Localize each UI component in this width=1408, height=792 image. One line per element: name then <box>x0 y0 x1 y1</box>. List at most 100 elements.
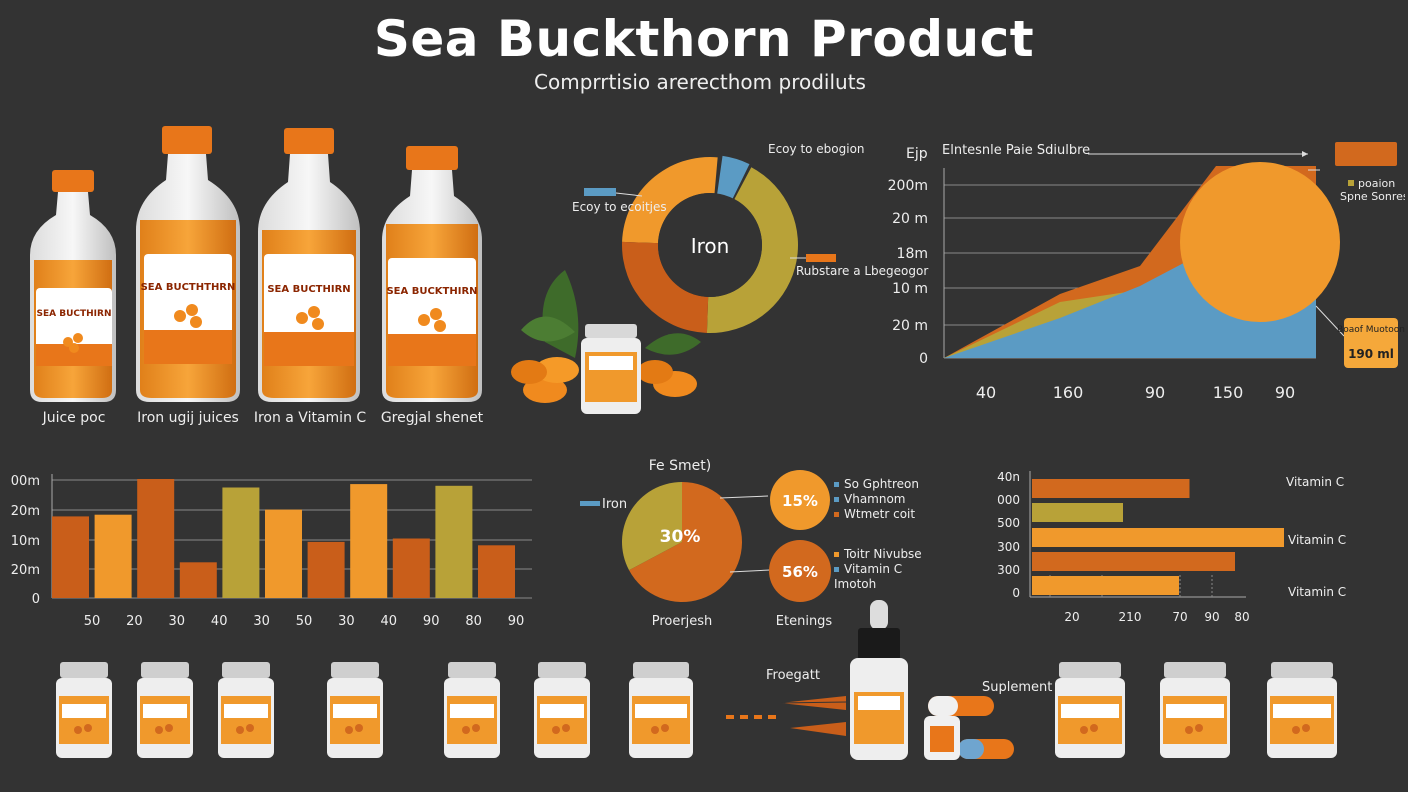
hbar-x-tick: 70 <box>1172 610 1187 624</box>
bar-x-tick: 40 <box>381 614 398 629</box>
supplement-jar <box>629 662 693 758</box>
area-y-label: Ejp <box>906 146 928 162</box>
hbar-bar <box>1032 503 1123 522</box>
area-callout-box <box>1344 318 1398 368</box>
bar-x-tick: 50 <box>296 614 313 629</box>
supplement-jar <box>56 662 112 758</box>
area-x-tick: 40 <box>976 383 996 402</box>
hbar-chart: 0 300 300 500 000 40n 20 210 70 90 80 Vitamin C V… <box>997 470 1346 624</box>
area-y-tick: 10 m <box>892 281 928 297</box>
pie-bubble-2-legend-2: Vitamin C <box>844 562 902 576</box>
bar <box>265 509 302 598</box>
bar-x-tick: 80 <box>465 614 482 629</box>
hbar-bar <box>1032 479 1190 498</box>
bottle-3-brand: SEA BUCTHIRN <box>267 284 350 295</box>
pie-bubble-1-legend-1: So Gphtreon <box>844 477 919 491</box>
bar <box>350 484 388 598</box>
bottle-4-label: Gregjal shenet <box>380 410 484 426</box>
supplement-jar <box>444 662 500 758</box>
pie-slice-orange <box>629 482 742 602</box>
bar <box>435 485 473 598</box>
hbar-right-label-2: Vitamin C <box>1288 533 1346 547</box>
pie-bubble-2-legend-1: Toitr Nivubse <box>843 547 922 561</box>
bottle-2: SEA BUCTHTHRN <box>136 126 240 402</box>
area-y-tick: 20 m <box>892 211 928 227</box>
supplement-jar <box>534 662 590 758</box>
bar-y-tick: 00m <box>11 474 40 489</box>
area-y-tick: 200m <box>888 178 928 194</box>
bar <box>52 516 89 598</box>
pie-bubble-1-legend-2: Vhamnom <box>844 492 906 506</box>
area-title: Elntesnle Paie Sdiulbre <box>942 143 1090 158</box>
frogatt-label: Froegatt <box>766 668 820 683</box>
hbar-x-tick: 20 <box>1064 610 1079 624</box>
hbar-x-tick: 90 <box>1204 610 1219 624</box>
supplement-label: Suplement <box>982 680 1052 695</box>
bar <box>478 545 515 598</box>
bottle-1-brand: SEA BUCTHIRN <box>37 309 112 319</box>
bar <box>222 487 260 598</box>
hbar-y-tick: 300 <box>997 540 1020 554</box>
bar-x-tick: 30 <box>253 614 270 629</box>
bottle-4: SEA BUCKTHIRN <box>382 146 482 402</box>
bottle-3: SEA BUCTHIRN <box>258 128 360 402</box>
donut-segment-orange <box>622 157 718 244</box>
pie-bubble-1-legend-3: Wtmetr coit <box>844 507 915 521</box>
hbar-y-tick: 0 <box>1012 586 1020 600</box>
area-x-tick: 90 <box>1145 383 1165 402</box>
pie-bubble-1 <box>770 470 830 530</box>
donut-label-1: Ecoy to ebogion <box>768 142 865 156</box>
berries-illustration <box>511 270 701 414</box>
hbar-y-tick: 500 <box>997 516 1020 530</box>
bottle-1-label: Juice poc <box>42 410 106 426</box>
bar-x-tick: 30 <box>169 614 186 629</box>
capsules <box>924 696 1014 760</box>
bottle-2-brand: SEA BUCTHTHRN <box>141 282 236 293</box>
pie-caption-right: Etenings <box>776 614 833 629</box>
supplement-jar <box>218 662 274 758</box>
dropper-bottle <box>850 600 908 760</box>
area-annotation-2: Spne Sonres <box>1340 190 1405 203</box>
page-title: Sea Buckthorn Product <box>373 10 1035 68</box>
bar-x-tick: 30 <box>338 614 355 629</box>
bar-y-tick: 10m <box>11 534 40 549</box>
pie-bubble-2-legend-3: Imotoh <box>834 577 876 591</box>
donut-segment-olive <box>706 167 798 334</box>
bar-x-tick: 40 <box>211 614 228 629</box>
supplement-row: Froegatt Suplement <box>56 600 1337 760</box>
supplement-jar <box>327 662 383 758</box>
hbar-x-tick: 80 <box>1234 610 1249 624</box>
pie-slice-olive <box>622 482 682 571</box>
area-highlight-bubble <box>1180 162 1340 322</box>
bottle-3-label: Iron a Vitamin C <box>253 410 367 426</box>
area-y-tick: 18m <box>897 246 928 262</box>
area-x-tick: 90 <box>1275 383 1295 402</box>
bar-y-tick: 20m <box>11 504 40 519</box>
bar-y-tick: 0 <box>32 592 40 607</box>
pie-chart: Fe Smet) Iron 30% Proerjesh Etenings 15%… <box>580 458 922 629</box>
pie-left-label: Iron <box>602 497 627 512</box>
donut-chart: Iron <box>584 155 836 334</box>
pie-bubble-2 <box>769 540 831 602</box>
bar-x-tick: 50 <box>84 614 101 629</box>
area-x-tick: 160 <box>1053 383 1084 402</box>
bar <box>179 562 217 598</box>
bar-x-tick: 90 <box>423 614 440 629</box>
bottle-2-label: Iron ugij juices <box>137 410 239 426</box>
bar-y-tick: 20m <box>11 563 40 578</box>
hbar-bar <box>1032 528 1284 547</box>
bar <box>94 514 132 598</box>
pie-bubble-1-value: 15% <box>782 492 818 510</box>
bar-chart: 0 20m 10m 20m 00m 50 20 30 40 30 50 30 40 90 80 90 <box>11 474 532 629</box>
pie-bubble-2-value: 56% <box>782 563 818 581</box>
hbar-y-tick: 000 <box>997 493 1020 507</box>
pie-slice-label: 30% <box>660 527 701 547</box>
area-y-tick: 0 <box>919 351 928 367</box>
supplement-jar <box>1267 662 1337 758</box>
donut-label-3: Rubstare a Lbegeogor <box>796 264 929 278</box>
pie-title: Fe Smet) <box>649 458 711 474</box>
page-subtitle: Comprrtisio arerecthom prodiluts <box>534 70 866 94</box>
area-chart: Ejp Elntesnle Paie Sdiulbre poaion Spne … <box>888 142 1405 402</box>
bar <box>137 479 175 598</box>
hbar-bar <box>1032 576 1179 595</box>
